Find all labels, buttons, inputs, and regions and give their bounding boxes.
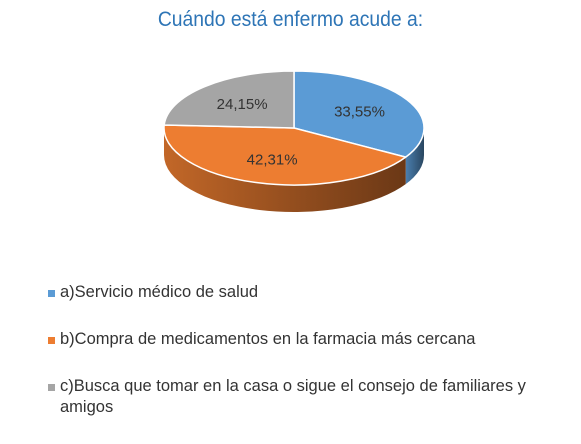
legend-swatch-1: [48, 337, 55, 344]
pie-slice-2: [163, 70, 295, 129]
pie-side-1: [164, 128, 406, 212]
legend-label-0: a)Servicio médico de salud: [60, 283, 259, 301]
legend-swatch-2: [48, 384, 55, 391]
chart-title: Cuándo está enfermo acude a:: [157, 8, 424, 31]
legend-label-2: c)Busca que tomar en la casa o sigue el …: [60, 377, 526, 416]
slice-value-label-1: 42,31%: [247, 152, 298, 169]
legend-item-0: a)Servicio médico de salud: [48, 282, 568, 303]
legend: a)Servicio médico de salud b)Compra de me…: [48, 282, 568, 444]
pie-chart: 33,55% 42,31% 24,15%: [163, 70, 425, 212]
slice-value-label-2: 24,15%: [217, 96, 268, 113]
pie-slice-1: [163, 124, 407, 186]
legend-swatch-0: [48, 290, 55, 297]
legend-label-1: b)Compra de medicamentos en la farmacia …: [60, 330, 476, 348]
pie-side-0: [405, 128, 424, 185]
legend-item-1: b)Compra de medicamentos en la farmacia …: [48, 329, 568, 350]
slice-value-label-0: 33,55%: [334, 104, 385, 121]
legend-item-2: c)Busca que tomar en la casa o sigue el …: [48, 376, 568, 418]
pie-slice-0: [293, 70, 425, 158]
